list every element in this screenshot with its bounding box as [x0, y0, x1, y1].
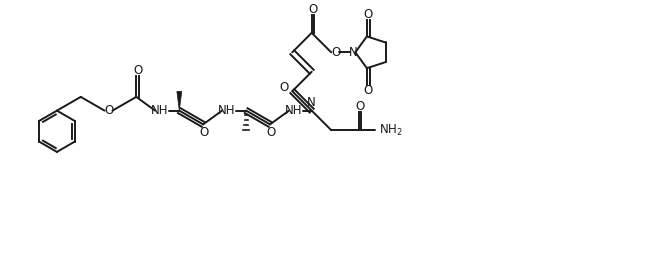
- Text: O: O: [199, 126, 209, 139]
- Text: NH: NH: [218, 104, 236, 117]
- Text: O: O: [331, 46, 341, 59]
- Text: O: O: [309, 3, 318, 16]
- Text: O: O: [133, 64, 143, 77]
- Text: O: O: [105, 104, 114, 117]
- Text: N: N: [349, 46, 358, 59]
- Text: O: O: [280, 81, 289, 94]
- Text: O: O: [267, 126, 276, 139]
- Text: N: N: [308, 96, 316, 109]
- Text: O: O: [356, 100, 365, 113]
- Text: NH$_2$: NH$_2$: [379, 123, 403, 138]
- Text: O: O: [364, 8, 373, 20]
- Text: O: O: [364, 84, 373, 97]
- Polygon shape: [177, 91, 182, 111]
- Text: NH: NH: [285, 104, 302, 117]
- Text: NH: NH: [151, 104, 169, 117]
